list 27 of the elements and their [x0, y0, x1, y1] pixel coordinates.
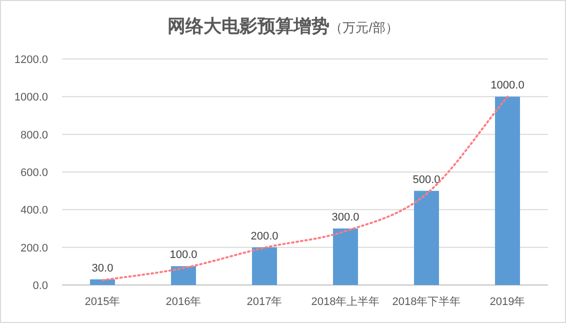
bar — [90, 279, 115, 285]
y-tick-label: 800.0 — [20, 129, 48, 142]
x-tick-label: 2017年 — [246, 296, 282, 308]
bar — [252, 247, 277, 285]
data-label: 300.0 — [332, 212, 360, 224]
x-tick-label: 2018年下半年 — [392, 295, 461, 308]
x-tick-label: 2015年 — [84, 296, 120, 308]
chart-subtitle: （万元/部） — [330, 20, 398, 35]
x-tick-label: 2019年 — [490, 296, 526, 308]
data-label: 500.0 — [412, 174, 440, 186]
data-label: 200.0 — [250, 230, 278, 242]
y-tick-label: 600.0 — [20, 167, 48, 179]
y-tick-label: 1000.0 — [14, 92, 48, 104]
y-tick-label: 200.0 — [20, 242, 48, 254]
chart-title: 网络大电影预算增势 — [168, 16, 330, 36]
data-label: 30.0 — [92, 262, 114, 274]
x-tick-label: 2018年上半年 — [311, 295, 380, 308]
bar — [495, 96, 520, 285]
data-label: 1000.0 — [490, 80, 524, 92]
y-tick-label: 400.0 — [20, 204, 48, 217]
y-tick-label: 1200.0 — [14, 54, 48, 66]
y-tick-label: 0.0 — [32, 280, 48, 292]
data-label: 100.0 — [170, 249, 198, 262]
bar — [333, 228, 358, 285]
bar — [171, 266, 196, 285]
bar — [414, 190, 439, 285]
x-tick-label: 2016年 — [166, 296, 202, 308]
